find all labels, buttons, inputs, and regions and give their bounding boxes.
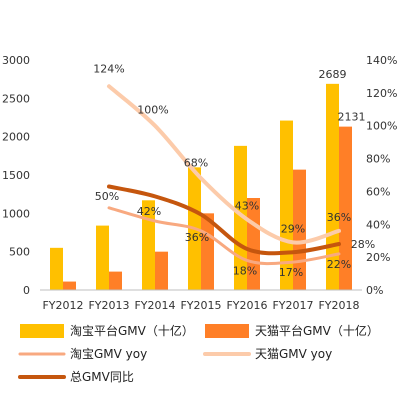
- right-tick-label: 80%: [366, 153, 390, 166]
- left-tick-label: 500: [9, 246, 30, 259]
- x-tick-label: FY2014: [134, 299, 175, 312]
- x-tick-label: FY2015: [180, 299, 221, 312]
- taobao-2018-value-label: 2689: [319, 68, 347, 81]
- legend-taobao-gmv-swatch: [20, 324, 64, 338]
- taobao-yoy-line: [107, 206, 341, 266]
- left-tick-label: 1500: [2, 169, 30, 182]
- right-tick-label: 140%: [366, 54, 397, 67]
- taobao-gmv-bar: [280, 120, 293, 290]
- x-tick-label: FY2012: [42, 299, 83, 312]
- left-tick-label: 1000: [2, 207, 30, 220]
- x-tick-label: FY2017: [272, 299, 313, 312]
- right-tick-label: 40%: [366, 218, 390, 231]
- legend-taobao-gmv-label: 淘宝平台GMV（十亿）: [70, 323, 194, 338]
- legend-tmall-gmv-label: 天猫平台GMV（十亿）: [255, 323, 379, 338]
- tmall-yoy-line: [107, 84, 341, 245]
- taobao-yoy-label: 36%: [185, 231, 209, 244]
- right-tick-label: 20%: [366, 251, 390, 264]
- legend-tmall-yoy-label: 天猫GMV yoy: [255, 347, 332, 361]
- right-tick-label: 0%: [366, 284, 383, 297]
- tmall-gmv-bar: [109, 271, 122, 290]
- tmall-gmv-bar: [63, 281, 76, 290]
- x-tick-label: FY2016: [226, 299, 267, 312]
- taobao-gmv-bar: [142, 200, 155, 290]
- legend-taobao-yoy-label: 淘宝GMV yoy: [70, 347, 147, 361]
- tmall-gmv-bar: [155, 251, 168, 290]
- taobao-yoy-label: 17%: [279, 266, 303, 279]
- tmall-gmv-bar: [339, 126, 352, 290]
- taobao-yoy-label: 22%: [327, 258, 351, 271]
- tmall-yoy-label: 68%: [184, 156, 208, 169]
- taobao-yoy-label: 50%: [95, 190, 119, 203]
- taobao-yoy-label: 42%: [137, 205, 161, 218]
- tmall-yoy-label: 36%: [327, 211, 351, 224]
- right-tick-label: 100%: [366, 120, 397, 133]
- legend-total-yoy-label: 总GMV同比: [70, 370, 134, 384]
- total-gmv-yoy-line: [107, 184, 341, 256]
- tmall-yoy-label: 124%: [93, 62, 124, 75]
- left-tick-label: 3000: [2, 54, 30, 67]
- taobao-gmv-bar: [326, 83, 339, 291]
- total-yoy-2018-label: 28%: [351, 238, 375, 251]
- left-tick-label: 2500: [2, 92, 30, 105]
- tmall-yoy-label: 29%: [281, 222, 305, 235]
- left-tick-label: 2000: [2, 131, 30, 144]
- taobao-gmv-bar: [96, 225, 109, 290]
- right-tick-label: 60%: [366, 185, 390, 198]
- x-tick-label: FY2018: [318, 299, 359, 312]
- right-tick-label: 120%: [366, 87, 397, 100]
- x-tick-label: FY2013: [88, 299, 129, 312]
- taobao-gmv-bar: [50, 247, 63, 290]
- legend-tmall-gmv-swatch: [205, 324, 249, 338]
- tmall-2018-value-label: 2131: [338, 111, 366, 124]
- tmall-yoy-label: 100%: [137, 104, 168, 117]
- tmall-yoy-label: 43%: [235, 199, 259, 212]
- taobao-yoy-label: 18%: [233, 264, 257, 277]
- left-tick-label: 0: [23, 284, 30, 297]
